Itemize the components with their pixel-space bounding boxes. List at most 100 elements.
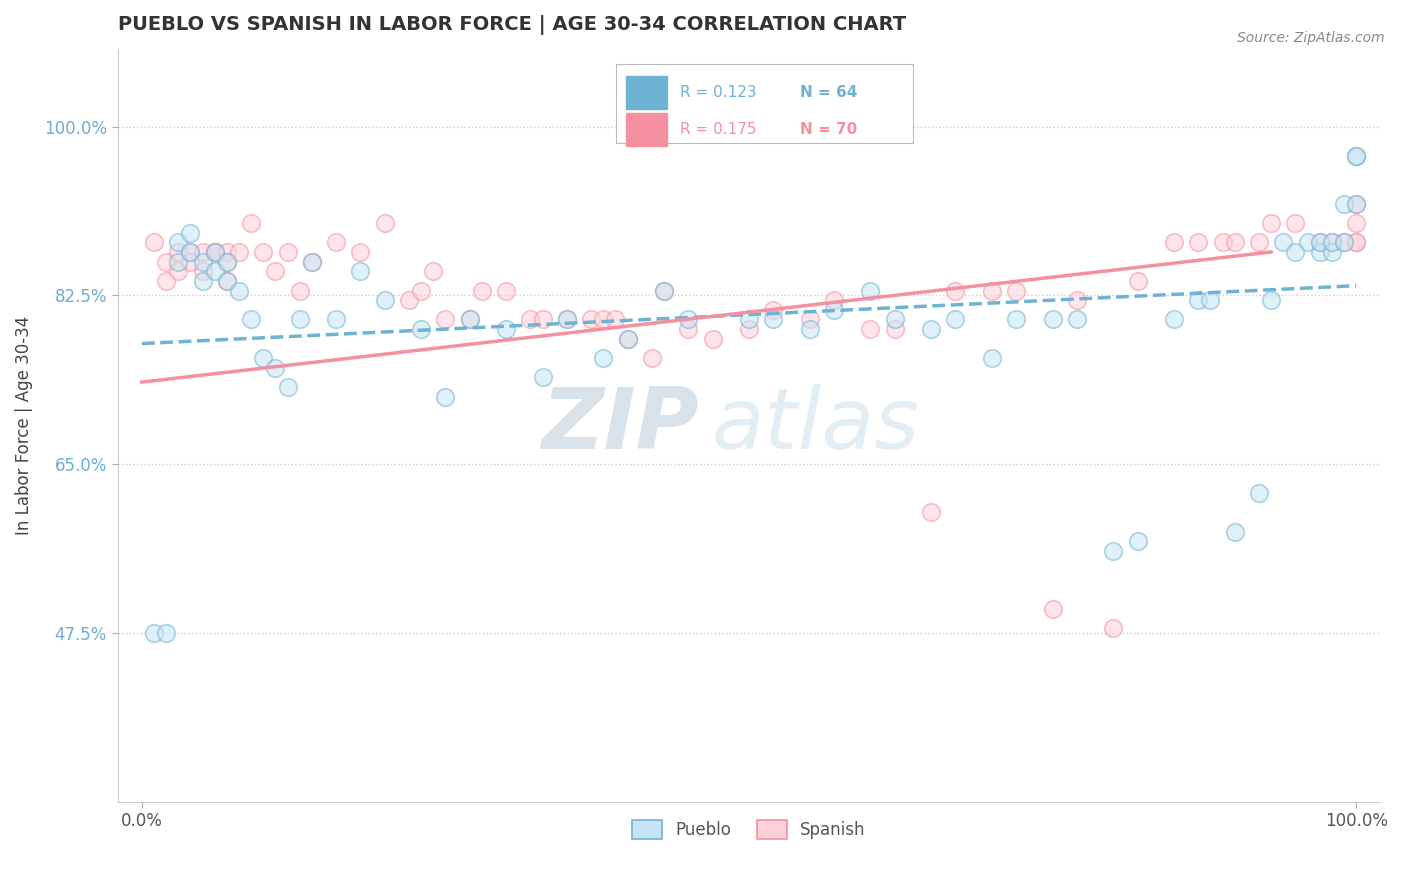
Point: [1005, 312, 1028, 326]
Point: [1212, 235, 1234, 250]
Point: [252, 244, 274, 259]
Text: N = 64: N = 64: [800, 85, 856, 100]
Point: [1247, 486, 1270, 500]
Point: [555, 312, 578, 326]
Point: [1346, 148, 1368, 162]
Point: [823, 302, 845, 317]
Point: [1223, 524, 1246, 539]
Point: [1346, 196, 1368, 211]
Point: [678, 322, 700, 336]
Point: [495, 322, 517, 336]
Point: [799, 312, 821, 326]
Point: [1042, 312, 1064, 326]
Point: [240, 312, 263, 326]
Point: [1223, 235, 1246, 250]
Point: [883, 312, 905, 326]
Point: [678, 312, 700, 326]
Point: [179, 226, 201, 240]
Y-axis label: In Labor Force | Age 30-34: In Labor Force | Age 30-34: [15, 316, 32, 535]
Point: [652, 284, 675, 298]
Point: [167, 235, 190, 250]
Point: [264, 360, 287, 375]
Point: [434, 312, 457, 326]
Point: [374, 216, 396, 230]
Point: [1066, 293, 1088, 307]
Point: [883, 322, 905, 336]
Point: [1320, 235, 1343, 250]
Point: [1346, 235, 1368, 250]
Point: [1102, 621, 1125, 635]
Point: [398, 293, 420, 307]
Point: [277, 380, 299, 394]
Point: [325, 235, 347, 250]
Point: [215, 254, 238, 268]
Point: [143, 625, 166, 640]
Point: [616, 332, 638, 346]
Point: [215, 244, 238, 259]
Point: [349, 244, 371, 259]
Point: [945, 284, 967, 298]
Point: [1260, 216, 1282, 230]
FancyBboxPatch shape: [616, 64, 912, 144]
Point: [167, 264, 190, 278]
Legend: Pueblo, Spanish: Pueblo, Spanish: [626, 814, 872, 846]
Text: PUEBLO VS SPANISH IN LABOR FORCE | AGE 30-34 CORRELATION CHART: PUEBLO VS SPANISH IN LABOR FORCE | AGE 3…: [118, 15, 905, 35]
Point: [204, 244, 226, 259]
Point: [191, 244, 214, 259]
Point: [1333, 196, 1355, 211]
Point: [434, 390, 457, 404]
Text: ZIP: ZIP: [541, 384, 699, 467]
Point: [616, 332, 638, 346]
Text: atlas: atlas: [711, 384, 920, 467]
Point: [1320, 244, 1343, 259]
Point: [204, 244, 226, 259]
Point: [1284, 244, 1306, 259]
Point: [215, 254, 238, 268]
Point: [1333, 235, 1355, 250]
Point: [605, 312, 627, 326]
FancyBboxPatch shape: [627, 112, 666, 145]
Point: [641, 351, 664, 365]
Point: [1042, 601, 1064, 615]
Point: [1346, 235, 1368, 250]
Point: [1102, 544, 1125, 558]
Point: [980, 284, 1002, 298]
Point: [411, 284, 433, 298]
Point: [288, 312, 311, 326]
Text: Source: ZipAtlas.com: Source: ZipAtlas.com: [1237, 31, 1385, 45]
Point: [191, 254, 214, 268]
Point: [277, 244, 299, 259]
Point: [702, 332, 724, 346]
Point: [215, 274, 238, 288]
Point: [1309, 244, 1331, 259]
Point: [215, 274, 238, 288]
Point: [301, 254, 323, 268]
Point: [179, 254, 201, 268]
Point: [1005, 284, 1028, 298]
Point: [191, 274, 214, 288]
Point: [1126, 534, 1149, 549]
Point: [458, 312, 481, 326]
Point: [1333, 235, 1355, 250]
Point: [762, 312, 785, 326]
Point: [592, 351, 614, 365]
Point: [374, 293, 396, 307]
Point: [1309, 235, 1331, 250]
Point: [301, 254, 323, 268]
Point: [980, 351, 1002, 365]
Point: [204, 264, 226, 278]
Point: [179, 244, 201, 259]
Point: [1320, 235, 1343, 250]
Point: [349, 264, 371, 278]
Point: [167, 254, 190, 268]
Point: [1346, 196, 1368, 211]
Point: [738, 312, 761, 326]
Point: [1346, 216, 1368, 230]
Point: [288, 284, 311, 298]
Point: [411, 322, 433, 336]
Point: [652, 284, 675, 298]
Point: [471, 284, 494, 298]
Point: [859, 322, 882, 336]
Text: R = 0.123: R = 0.123: [679, 85, 756, 100]
Point: [179, 244, 201, 259]
